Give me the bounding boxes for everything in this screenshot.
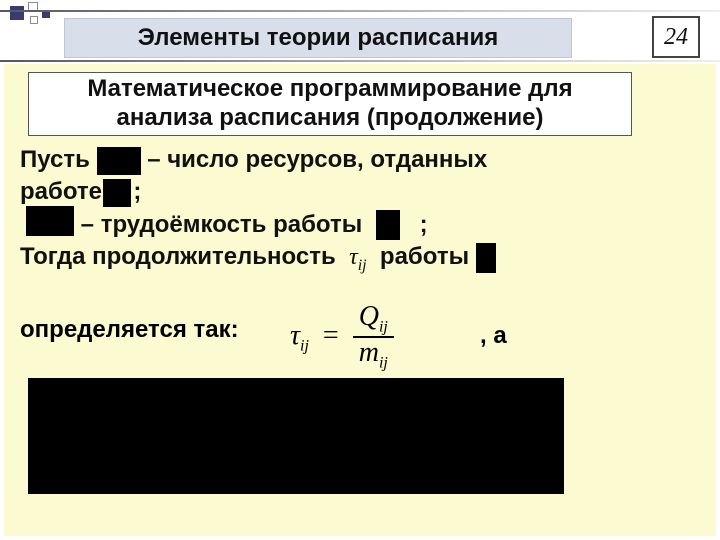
text-labor: – трудоёмкость работы bbox=[81, 211, 363, 238]
text-let: Пусть bbox=[20, 146, 90, 173]
redacted-box bbox=[97, 147, 141, 175]
body-text: Пусть – число ресурсов, отданных работе … bbox=[20, 144, 680, 277]
page-number: 24 bbox=[652, 16, 700, 58]
text-work: работе bbox=[20, 178, 102, 205]
text-defined-as: определяется так: bbox=[20, 316, 239, 344]
formula-tau: τij = Qij mij bbox=[290, 302, 394, 373]
slide-subtitle: Математическое программирование для анал… bbox=[28, 72, 632, 136]
redacted-box bbox=[376, 210, 400, 240]
redacted-box bbox=[103, 179, 131, 207]
redacted-block-large bbox=[28, 378, 564, 494]
text-of-work: работы bbox=[380, 243, 469, 270]
text-semicolon2: ; bbox=[420, 211, 428, 238]
redacted-box bbox=[476, 243, 496, 273]
text-comma-a: , а bbox=[480, 322, 507, 350]
redacted-box bbox=[26, 206, 74, 236]
slide-title: Элементы теории расписания bbox=[64, 18, 572, 58]
text-resources: – число ресурсов, отданных bbox=[147, 146, 487, 173]
text-then: Тогда продолжительность bbox=[20, 243, 336, 270]
tau-symbol: τij bbox=[349, 244, 366, 270]
text-semicolon: ; bbox=[133, 178, 141, 205]
